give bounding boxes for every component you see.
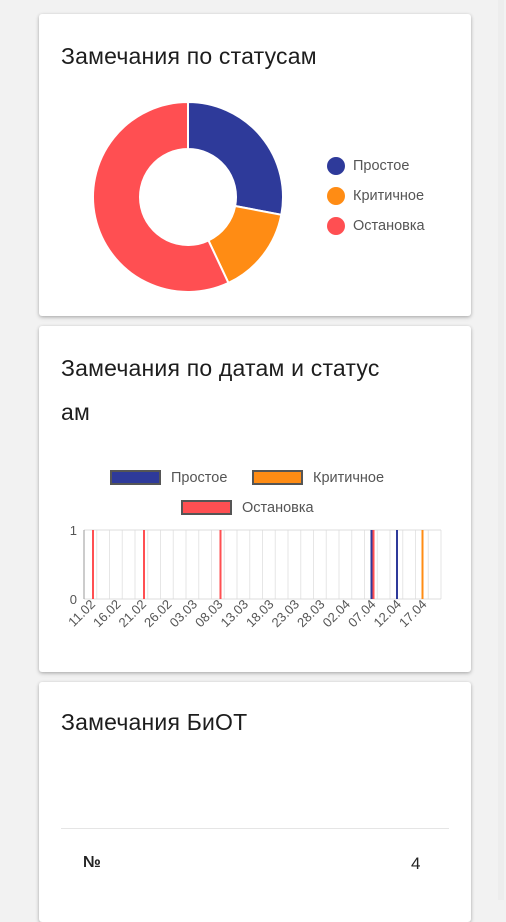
top-edge <box>0 0 506 14</box>
x-tick-label: 16.02 <box>90 597 124 631</box>
donut-chart <box>92 100 284 293</box>
bar-chart: 0111.0216.0221.0226.0203.0308.0313.0318.… <box>65 523 442 631</box>
x-tick-label: 08.03 <box>192 597 226 631</box>
y-tick-label: 0 <box>70 592 77 607</box>
number-value: 4 <box>411 854 421 873</box>
x-tick-label: 12.04 <box>371 597 405 631</box>
card-title-line1: Замечания по датам и статус <box>61 355 380 381</box>
bar-Остановка[interactable] <box>143 530 145 599</box>
legend-label: Остановка <box>353 218 425 234</box>
x-tick-label: 17.04 <box>396 597 430 631</box>
legend-dot <box>327 187 345 205</box>
card-title-line2: ам <box>61 399 91 425</box>
x-tick-label: 18.03 <box>243 597 277 631</box>
legend-swatch <box>252 470 303 485</box>
dates-chart-card: Замечания по датам и статус ам Простое Кр… <box>39 326 471 672</box>
donut-slice-1[interactable] <box>187 100 284 216</box>
legend-label: Остановка <box>242 500 314 516</box>
legend-dot <box>327 157 345 175</box>
bar-Остановка[interactable] <box>219 530 222 599</box>
legend-label: Критичное <box>313 470 385 486</box>
x-tick-label: 13.03 <box>218 597 252 631</box>
x-tick-label: 26.02 <box>141 597 175 631</box>
bar-Простое[interactable] <box>396 530 398 599</box>
card-title: Замечания по статусам <box>61 43 317 69</box>
x-tick-label: 28.03 <box>294 597 328 631</box>
x-tick-label: 21.02 <box>116 597 150 631</box>
legend-dot <box>327 217 345 235</box>
divider <box>61 828 449 829</box>
scrollbar[interactable] <box>498 0 504 900</box>
legend-label: Простое <box>353 158 410 174</box>
status-chart-card: Замечания по статусам Простое Критичное Ос… <box>39 14 471 316</box>
bar-Остановка[interactable] <box>372 530 375 599</box>
legend-swatch <box>110 470 161 485</box>
legend-swatch <box>181 500 232 515</box>
x-tick-label: 03.03 <box>167 597 201 631</box>
card-title: Замечания БиОТ <box>61 709 248 735</box>
legend-item[interactable]: Остановка <box>327 216 467 236</box>
legend-item[interactable]: Простое <box>327 156 467 176</box>
donut-slice-3[interactable] <box>92 100 230 293</box>
bar-Критичное[interactable] <box>421 530 424 599</box>
legend-item[interactable]: Критичное <box>327 186 467 206</box>
x-tick-label: 07.04 <box>345 597 379 631</box>
biot-card: Замечания БиОТ № 4 <box>39 682 471 922</box>
number-header: № <box>83 854 101 871</box>
bar-Простое[interactable] <box>370 530 373 599</box>
x-tick-label: 02.04 <box>320 597 354 631</box>
y-tick-label: 1 <box>70 523 77 538</box>
x-tick-label: 23.03 <box>269 597 303 631</box>
bar-Остановка[interactable] <box>92 530 94 599</box>
legend-label: Критичное <box>353 188 425 204</box>
legend-label: Простое <box>171 470 228 486</box>
